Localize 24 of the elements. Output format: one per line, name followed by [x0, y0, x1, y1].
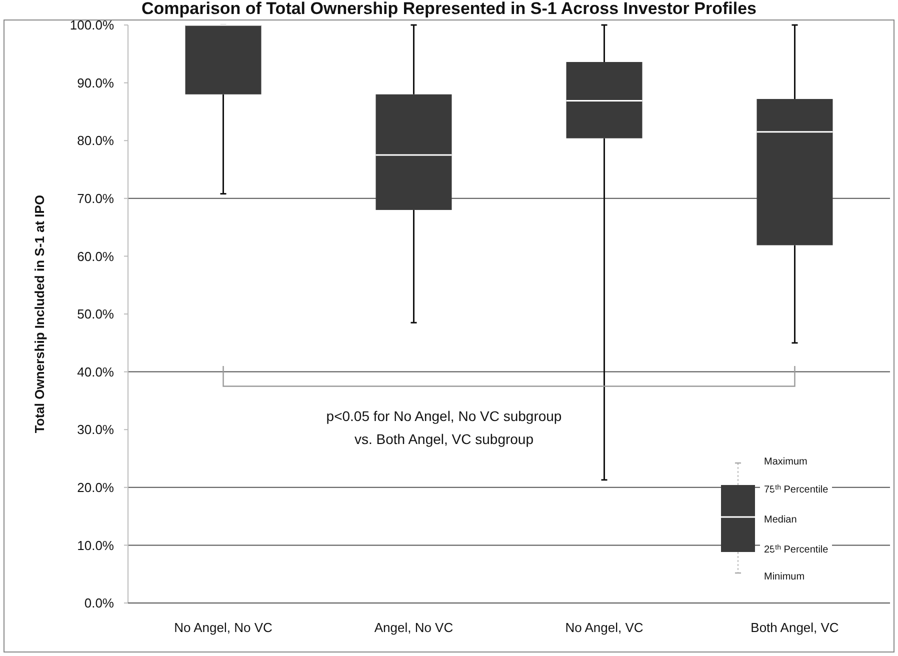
annotation: Maximum [764, 456, 808, 468]
annotation: Minimum [764, 572, 805, 582]
y-tick-label: 60.0% [77, 248, 114, 264]
y-tick-label: 20.0% [77, 480, 114, 495]
x-tick-label: No Angel, No VC [174, 620, 272, 635]
annotation: 75$^{th}$ Percentile [764, 483, 829, 496]
chart-title: Comparison of Total Ownership Represented in S-1 Across Investor Profiles [142, 0, 756, 18]
annotation: p<0.05 for No Angel, No VC subgroup [326, 408, 562, 424]
y-tick-label: 30.0% [77, 422, 114, 438]
annotation: vs. Both Angel, VC subgroup [354, 431, 534, 448]
y-tick-label: 100.0% [70, 18, 114, 33]
y-axis-title: Total Ownership Included in S-1 at IPO [32, 194, 47, 434]
x-tick-label: No Angel, VC [565, 620, 644, 635]
y-tick-label: 50.0% [77, 306, 114, 322]
y-tick-label: 90.0% [77, 75, 114, 90]
y-tick-label: 40.0% [77, 364, 114, 380]
x-tick-label: Both Angel, VC [750, 620, 839, 635]
annotation: 25$^{th}$ Percentile [764, 543, 829, 556]
y-tick-label: 70.0% [77, 190, 114, 206]
y-tick-label: 80.0% [77, 133, 114, 148]
y-tick-label: 10.0% [77, 538, 114, 553]
y-tick-label: 0.0% [84, 596, 114, 611]
annotation: Median [764, 514, 797, 526]
x-tick-label: Angel, No VC [374, 620, 454, 635]
